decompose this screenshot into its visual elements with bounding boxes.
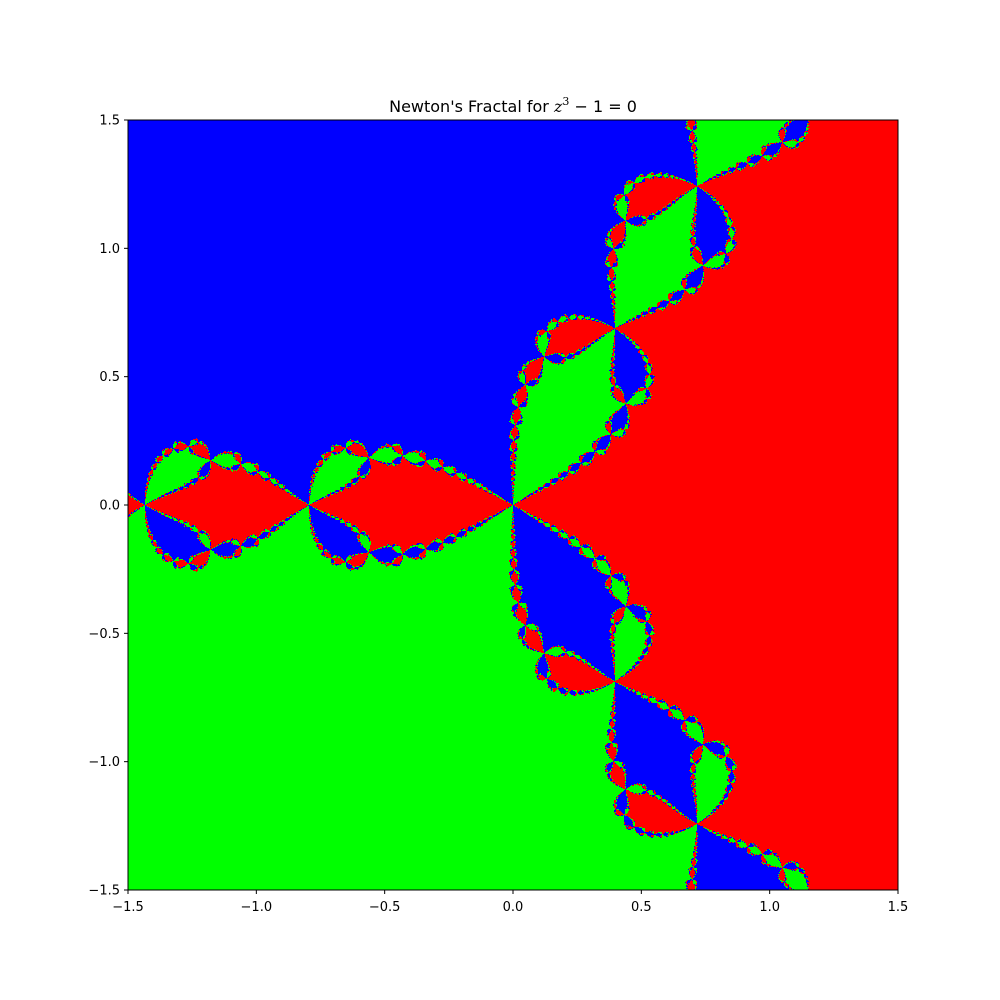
y-tick-label: 1.0 — [99, 242, 120, 257]
x-tick-label: 1.0 — [759, 900, 780, 915]
y-tick-label: −0.5 — [88, 627, 120, 642]
x-tick-label: −0.5 — [369, 900, 401, 915]
title-math-var: z — [553, 97, 563, 116]
y-tick-label: −1.0 — [88, 755, 120, 770]
x-tick-label: −1.5 — [112, 900, 144, 915]
x-tick-label: 0.0 — [503, 900, 524, 915]
chart-title: Newton's Fractal for z3 − 1 = 0 — [389, 95, 637, 116]
y-axis: −1.5 −1.0 −0.5 0.0 0.5 1.0 1.5 — [88, 114, 128, 899]
title-math-rest: − 1 = 0 — [569, 97, 637, 116]
x-tick-label: 0.5 — [631, 900, 652, 915]
y-tick-label: 1.5 — [99, 114, 120, 129]
fractal-image — [128, 120, 898, 890]
title-prefix: Newton's Fractal for — [389, 97, 554, 116]
x-tick-label: 1.5 — [888, 900, 909, 915]
y-tick-label: 0.5 — [99, 370, 120, 385]
y-tick-label: 0.0 — [99, 499, 120, 514]
plot-frame — [127, 119, 899, 891]
title-math-exp: 3 — [562, 95, 569, 108]
y-tick-label: −1.5 — [88, 884, 120, 899]
x-tick-label: −1.0 — [241, 900, 273, 915]
x-axis: −1.5 −1.0 −0.5 0.0 0.5 1.0 1.5 — [112, 890, 908, 915]
